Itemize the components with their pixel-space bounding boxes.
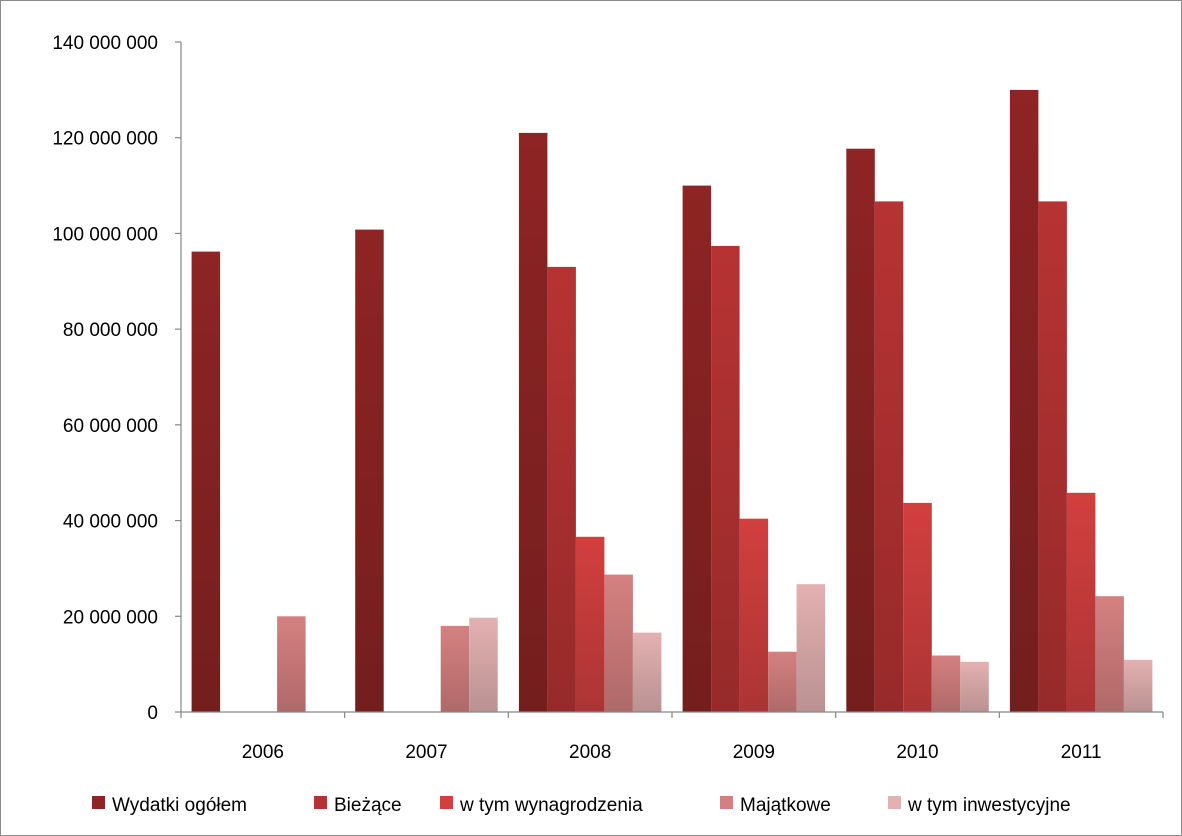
bar-2008-series-4	[604, 574, 633, 712]
x-tick-label: 2008	[569, 742, 611, 763]
bar-2010-series-3	[903, 502, 932, 712]
y-tick-label: 80 000 000	[63, 320, 158, 341]
legend-item-4: Majątkowe	[720, 795, 831, 816]
legend-item-2: Bieżące	[314, 795, 402, 816]
legend-label: Bieżące	[334, 795, 402, 816]
x-tick-label: 2009	[733, 742, 775, 763]
bar-2010-series-1	[846, 148, 875, 712]
legend-item-5: w tym inwestycyjne	[888, 795, 1071, 816]
bar-2007-series-4	[440, 625, 470, 712]
bar-2007-series-1	[355, 229, 384, 712]
bar-2009-series-5	[796, 584, 826, 712]
bar-2011-series-2	[1038, 201, 1067, 712]
legend-swatch	[314, 796, 327, 809]
bars-layer	[191, 89, 1153, 713]
y-tick-label: 60 000 000	[63, 416, 158, 437]
x-tick-label: 2010	[896, 742, 938, 763]
bar-2010-series-5	[960, 661, 989, 713]
bar-2009-series-2	[711, 245, 740, 712]
legend: Wydatki ogółem Bieżące w tym wynagrodzenia…	[92, 795, 1071, 816]
bar-2008-series-2	[547, 266, 576, 712]
legend-item-3: w tym wynagrodzenia	[440, 795, 643, 816]
legend-swatch	[440, 796, 453, 809]
legend-swatch	[720, 796, 733, 809]
bar-2008-series-3	[575, 536, 605, 712]
y-tick-label: 0	[147, 703, 158, 724]
y-tick-label: 120 000 000	[52, 129, 158, 150]
x-tick-label: 2007	[405, 742, 447, 763]
bar-2006-series-4	[277, 616, 306, 712]
x-tick-label: 2011	[1061, 742, 1102, 763]
legend-label: Wydatki ogółem	[112, 795, 247, 816]
y-tick-label: 100 000 000	[52, 224, 158, 245]
bar-2008-series-1	[518, 132, 548, 712]
x-tick-labels: 2006 2007 2008 2009 2010 2011	[242, 742, 1102, 763]
legend-label: w tym wynagrodzenia	[459, 795, 643, 816]
bar-2010-series-2	[874, 201, 904, 712]
legend-label: Majątkowe	[740, 795, 831, 816]
y-tick-label: 20 000 000	[63, 607, 158, 628]
bar-2011-series-4	[1095, 596, 1124, 712]
bar-2011-series-3	[1066, 492, 1096, 712]
bar-2009-series-4	[768, 651, 797, 712]
y-tick-label: 140 000 000	[52, 33, 158, 54]
bar-2006-series-1	[191, 251, 221, 712]
bar-2011-series-1	[1009, 89, 1039, 712]
bar-2009-series-1	[682, 185, 712, 713]
y-tick-labels: 0 20 000 000 40 000 000 60 000 000 80 000 00…	[52, 33, 158, 724]
bar-2010-series-4	[931, 655, 961, 712]
legend-swatch	[888, 796, 901, 809]
x-tick-label: 2006	[242, 742, 284, 763]
legend-item-1: Wydatki ogółem	[92, 795, 247, 816]
bar-2011-series-5	[1123, 659, 1153, 712]
y-tick-label: 40 000 000	[63, 512, 158, 533]
bar-2009-series-3	[739, 518, 769, 712]
bar-2008-series-5	[632, 632, 662, 712]
legend-label: w tym inwestycyjne	[907, 795, 1071, 816]
axes-layer	[175, 41, 1164, 718]
legend-swatch	[92, 796, 105, 809]
bar-2007-series-5	[469, 617, 498, 712]
